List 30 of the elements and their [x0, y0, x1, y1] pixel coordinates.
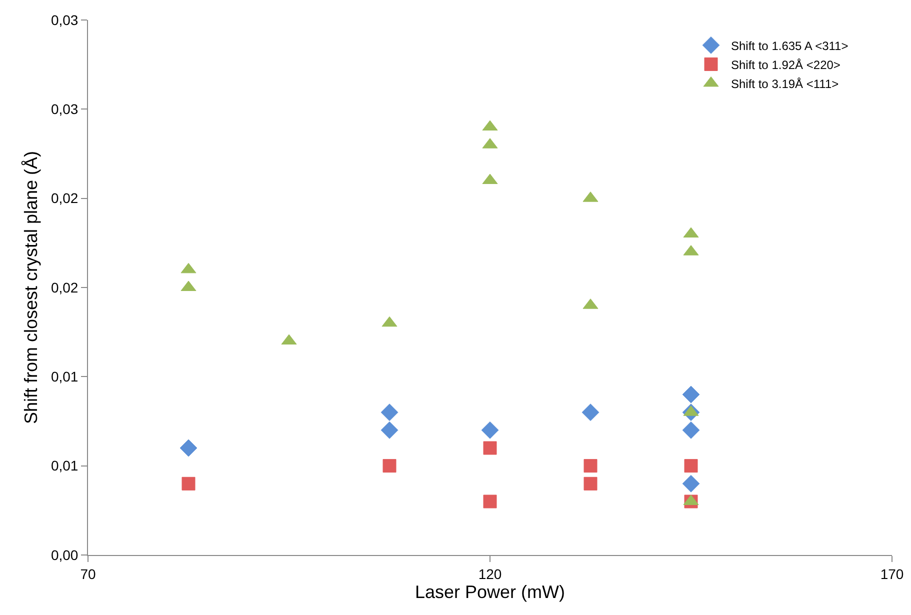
point: [483, 494, 497, 508]
y-tick-label: 0,03: [50, 12, 78, 28]
point: [483, 441, 497, 455]
point: [380, 421, 398, 439]
x-tick-label: 70: [80, 566, 96, 582]
x-axis-title: Laser Power (mW): [414, 582, 566, 602]
point: [682, 421, 700, 439]
y-tick-label: 0,01: [50, 458, 78, 474]
point: [380, 404, 398, 422]
point: [682, 474, 700, 492]
legend-label: Shift to 1.635 A <311>: [731, 38, 848, 53]
point: [584, 476, 598, 490]
y-tick-label: 0,02: [50, 279, 78, 296]
x-tick-label: 170: [880, 566, 904, 582]
y-tick-label: 0,01: [50, 368, 78, 385]
point: [682, 386, 700, 404]
y-tick-label: 0,00: [50, 546, 78, 563]
legend-label: Shift to 1.92Å <220>: [731, 58, 840, 72]
point: [684, 459, 698, 473]
point: [582, 404, 600, 422]
legend-label: Shift to 3.19Å <111>: [731, 76, 839, 91]
y-axis-title: Shift from closest crystal plane (Å): [21, 150, 42, 424]
point: [182, 476, 196, 490]
y-tick-label: 0,03: [50, 101, 78, 118]
point: [180, 439, 198, 457]
point: [481, 421, 499, 439]
point: [382, 459, 396, 473]
point: [584, 459, 598, 473]
x-tick-label: 120: [478, 566, 502, 582]
y-tick-label: 0,02: [50, 190, 78, 206]
